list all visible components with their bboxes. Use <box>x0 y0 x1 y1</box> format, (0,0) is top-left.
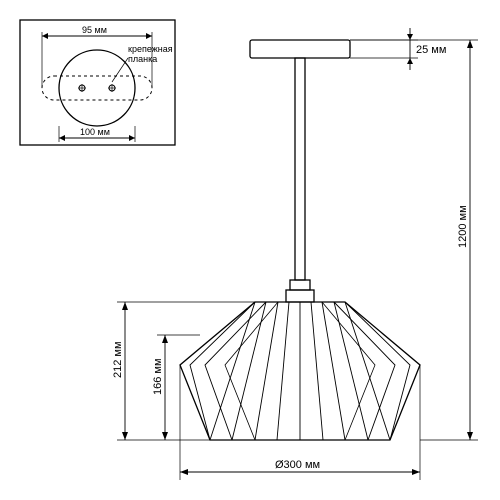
dim-166-label: 166 мм <box>152 358 164 395</box>
canopy <box>250 40 350 58</box>
dim-300-label: Ø300 мм <box>275 459 320 471</box>
canopy-circle <box>59 50 135 126</box>
dim-1200-label: 1200 мм <box>457 205 469 248</box>
dimension-drawing: 95 мм крепежная планка 100 мм <box>0 0 500 500</box>
dim-100: 100 мм <box>59 126 135 142</box>
dim-95-label: 95 мм <box>82 25 107 35</box>
pendant-lamp <box>180 40 420 440</box>
dim-212-label: 212 мм <box>112 341 124 378</box>
rod <box>295 58 305 280</box>
inset-detail: 95 мм крепежная планка 100 мм <box>20 20 175 145</box>
socket-mid <box>286 290 314 302</box>
dim-25: 25 мм <box>350 28 446 70</box>
svg-text:планка: планка <box>128 54 157 64</box>
svg-text:крепежная: крепежная <box>128 44 173 54</box>
lamp-shade <box>180 302 420 440</box>
dim-166: 166 мм <box>152 335 200 440</box>
dim-25-label: 25 мм <box>416 44 446 56</box>
dim-100-label: 100 мм <box>80 127 110 137</box>
socket-top <box>290 280 310 290</box>
